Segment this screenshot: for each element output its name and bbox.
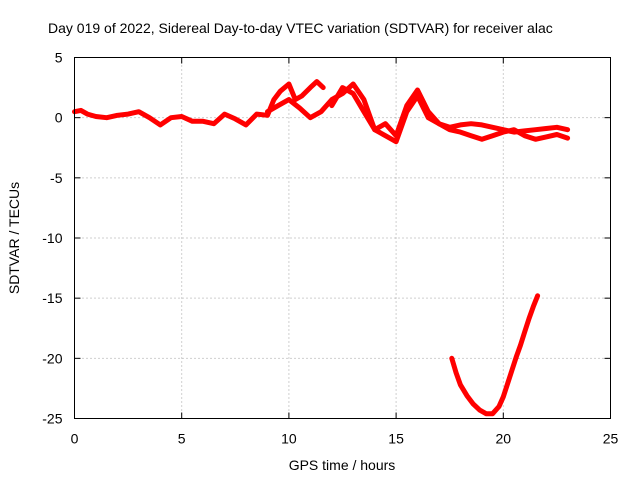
plot-frame [74, 57, 611, 419]
y-tick-label: -25 [42, 411, 62, 427]
y-tick-label: -5 [50, 170, 63, 186]
x-tick-label: 5 [178, 431, 186, 447]
y-tick-label: -15 [42, 290, 62, 306]
y-tick-label: -10 [42, 230, 62, 246]
series-main-trace [72, 79, 326, 128]
grid-lines [74, 57, 611, 419]
series-layer [72, 79, 571, 417]
x-tick-label: 0 [71, 431, 79, 447]
y-axis-label: SDTVAR / TECUs [6, 182, 22, 294]
y-tick-label: -20 [42, 350, 62, 366]
x-tick-label: 10 [281, 431, 297, 447]
chart-title: Day 019 of 2022, Sidereal Day-to-day VTE… [48, 20, 553, 36]
x-tick-label: 25 [603, 431, 619, 447]
y-tick-label: 5 [55, 50, 63, 66]
tick-labels: 0 5 10 15 20 25 5 0 -5 -10 -15 -20 -25 [42, 50, 618, 447]
x-axis-label: GPS time / hours [289, 457, 396, 473]
series-branch-2 [329, 85, 571, 142]
y-tick-label: 0 [55, 110, 63, 126]
series-dip-trace [449, 293, 541, 417]
x-tick-label: 15 [388, 431, 404, 447]
x-tick-label: 20 [496, 431, 512, 447]
